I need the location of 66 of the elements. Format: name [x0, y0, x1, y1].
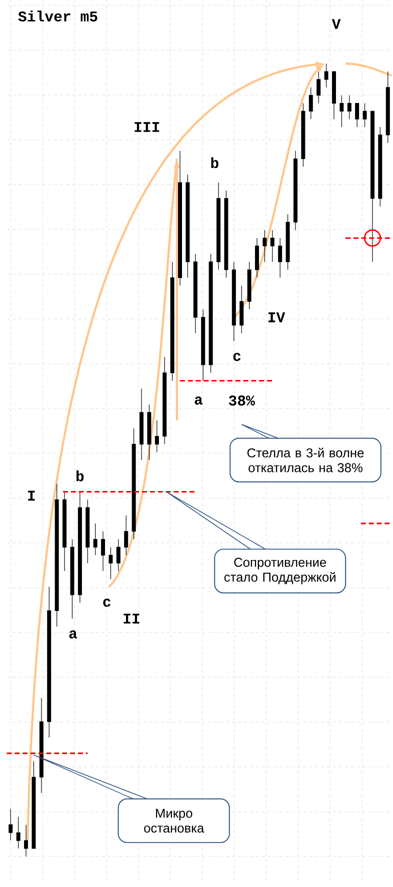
candlestick [78, 491, 82, 604]
candlestick [93, 523, 98, 556]
candlestick [16, 816, 20, 849]
candlestick [370, 110, 375, 262]
annotation: I [28, 490, 35, 501]
candlestick [54, 484, 59, 627]
candlestick [362, 102, 367, 128]
candlestick [386, 71, 390, 144]
chart-title: Silver m5 [18, 10, 98, 22]
candlestick [232, 262, 236, 342]
candlestick [40, 698, 44, 794]
candlestick [170, 262, 174, 382]
candlestick [216, 182, 221, 270]
candlestick [178, 150, 182, 286]
annotation: a [69, 630, 78, 638]
candlestick [194, 254, 198, 334]
candlestick [108, 546, 113, 580]
candlestick [347, 95, 352, 120]
candlestick [286, 214, 290, 270]
candlestick [140, 388, 144, 460]
candlestick [47, 586, 52, 738]
candlestick [270, 230, 274, 262]
candlestick [224, 190, 228, 278]
annotation: Сопротивление стало Поддержкой [224, 558, 336, 584]
candlestick [355, 102, 360, 128]
candlestick [201, 309, 206, 382]
annotation: c [103, 598, 111, 607]
candlestick [86, 499, 90, 564]
candlestick [301, 102, 306, 167]
annotation: a [194, 396, 203, 405]
candlestick [208, 254, 213, 374]
annotation: c [233, 352, 241, 362]
annotation: b [211, 157, 218, 168]
candlestick [340, 95, 344, 128]
candlestick [240, 285, 244, 334]
candlestick [70, 539, 74, 619]
candlestick [316, 71, 321, 104]
candlestick [32, 760, 36, 849]
candlestick [124, 515, 128, 556]
candlestick [62, 491, 67, 572]
candlestick [247, 262, 252, 310]
candlestick [186, 174, 190, 278]
candlestick [308, 87, 313, 120]
candlestick [162, 356, 167, 444]
candlestick [332, 71, 336, 120]
candlestick [294, 150, 298, 230]
annotation: III [134, 122, 160, 132]
candlestick [262, 230, 267, 262]
candlestick [278, 238, 282, 278]
annotation: Микро остановка [144, 808, 204, 833]
candlestick [132, 428, 136, 540]
text: V [332, 19, 341, 29]
annotation: Стелла в 3-й волне откатилась на 38% [248, 448, 364, 472]
candlestick [378, 126, 382, 207]
candlestick [116, 539, 120, 572]
annotation: b [76, 470, 84, 482]
candlestick [155, 420, 159, 452]
candlestick [324, 63, 328, 88]
candlestick [147, 404, 152, 460]
candlestick [8, 808, 13, 841]
candlestick [24, 824, 28, 857]
annotation: IV [268, 312, 286, 322]
candlestick [255, 238, 260, 278]
annotation: II [124, 614, 140, 624]
annotation: 38% [229, 396, 256, 406]
candlestick [101, 531, 106, 572]
